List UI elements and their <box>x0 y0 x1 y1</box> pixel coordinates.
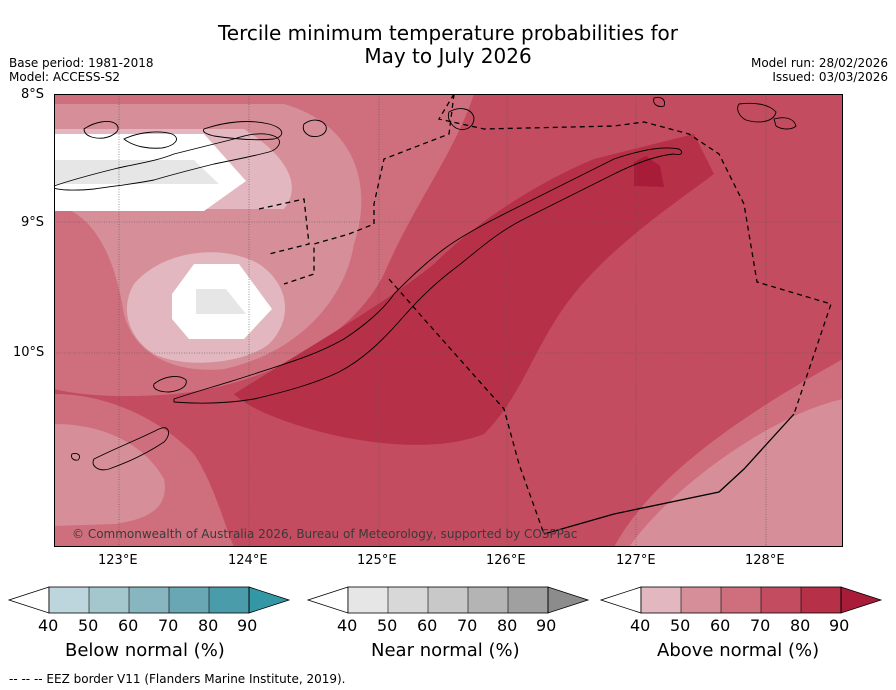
map-zone-a50-se <box>629 399 843 547</box>
cb-below-tick-50: 50 <box>78 616 99 635</box>
atauro-coast <box>302 119 327 137</box>
colorbar-bin <box>468 587 508 613</box>
semau-coast <box>153 376 187 393</box>
cb-below-tick-90: 90 <box>237 616 258 635</box>
cb-near-tick-90: 90 <box>536 616 557 635</box>
sermata-coast <box>773 117 797 130</box>
cb-above-tick-60: 60 <box>710 616 731 635</box>
cb-near-label: Near normal (%) <box>371 640 520 661</box>
map-gridlines <box>54 94 843 547</box>
rote-coast <box>92 427 170 471</box>
colorbar-bin <box>641 587 681 613</box>
colorbar-high-extension <box>840 586 883 614</box>
issued-label: Issued: 03/03/2026 <box>772 70 888 84</box>
y-tick-9s: 9°S <box>21 215 45 230</box>
colorbar-bin <box>721 587 761 613</box>
colorbar-frame <box>347 586 549 614</box>
colorbar-bin <box>129 587 169 613</box>
colorbar-frame <box>640 586 842 614</box>
colorbar-high-extension <box>547 586 590 614</box>
map-frame <box>54 94 843 547</box>
colorbar-low-extension <box>599 586 642 614</box>
colorbar-bin <box>89 587 129 613</box>
colorbar-bin <box>169 587 209 613</box>
base-period-label: Base period: 1981-2018 <box>9 56 154 70</box>
eez-border-solid <box>543 413 795 535</box>
colorbar-low-extension <box>7 586 50 614</box>
colorbar-bin <box>508 587 548 613</box>
colorbar-low-extension <box>306 586 349 614</box>
map-zone-near-normal-center-inner <box>196 289 246 314</box>
babar-coast <box>737 102 777 123</box>
x-tick-128e: 128°E <box>745 553 785 568</box>
cb-near-tick-80: 80 <box>497 616 518 635</box>
cb-above-tick-80: 80 <box>790 616 811 635</box>
cb-above-tick-90: 90 <box>829 616 850 635</box>
flores-coast <box>54 133 280 191</box>
pantar-coast <box>83 121 119 139</box>
colorbar-bin <box>801 587 841 613</box>
cb-near-tick-60: 60 <box>417 616 438 635</box>
x-tick-124e: 124°E <box>228 553 268 568</box>
probability-map <box>54 94 843 547</box>
coastlines <box>54 97 797 471</box>
cb-above-tick-50: 50 <box>670 616 691 635</box>
cb-above-label: Above normal (%) <box>657 640 820 661</box>
x-tick-126e: 126°E <box>486 553 526 568</box>
map-title-line2: May to July 2026 <box>364 44 532 68</box>
colorbar-below-normal <box>7 586 291 614</box>
model-label: Model: ACCESS-S2 <box>9 70 121 84</box>
map-title-line1: Tercile minimum temperature probabilitie… <box>217 21 679 45</box>
colorbar-bin <box>209 587 249 613</box>
wetar-coast <box>203 121 283 141</box>
map-zone-a80-band <box>234 134 714 445</box>
eez-border <box>258 94 832 535</box>
colorbar-bin <box>348 587 388 613</box>
cb-below-tick-60: 60 <box>118 616 139 635</box>
x-tick-125e: 125°E <box>357 553 397 568</box>
y-tick-8s: 8°S <box>21 87 45 102</box>
map-zone-a50-sw <box>54 424 165 526</box>
map-zone-near-normal-west-inner <box>54 160 219 184</box>
colorbar-bin <box>761 587 801 613</box>
cb-near-tick-50: 50 <box>377 616 398 635</box>
cb-below-tick-70: 70 <box>158 616 179 635</box>
colorbar-frame <box>48 586 250 614</box>
colorbars <box>7 586 883 614</box>
savu-coast <box>71 453 81 461</box>
cb-below-tick-40: 40 <box>38 616 59 635</box>
leti-coast <box>653 97 665 107</box>
colorbar-high-extension <box>248 586 291 614</box>
colorbar-near-normal <box>306 586 590 614</box>
cb-above-tick-70: 70 <box>750 616 771 635</box>
y-tick-10s: 10°S <box>13 345 45 360</box>
alor-coast <box>123 131 177 149</box>
cb-below-label: Below normal (%) <box>65 640 225 661</box>
copyright-text: © Commonwealth of Australia 2026, Bureau… <box>72 527 578 541</box>
cb-near-tick-70: 70 <box>457 616 478 635</box>
colorbar-bin <box>428 587 468 613</box>
cb-below-tick-80: 80 <box>198 616 219 635</box>
x-tick-127e: 127°E <box>616 553 656 568</box>
cb-near-tick-40: 40 <box>337 616 358 635</box>
colorbar-above-normal <box>599 586 883 614</box>
timor-coast <box>173 147 683 404</box>
map-zone-a90-patch <box>634 156 664 187</box>
colorbar-bin <box>388 587 428 613</box>
cb-above-tick-40: 40 <box>630 616 651 635</box>
colorbar-bin <box>49 587 89 613</box>
colorbar-bin <box>681 587 721 613</box>
eez-footer-note: -- -- -- EEZ border V11 (Flanders Marine… <box>9 672 346 686</box>
x-tick-123e: 123°E <box>98 553 138 568</box>
model-run-label: Model run: 28/02/2026 <box>750 56 888 70</box>
